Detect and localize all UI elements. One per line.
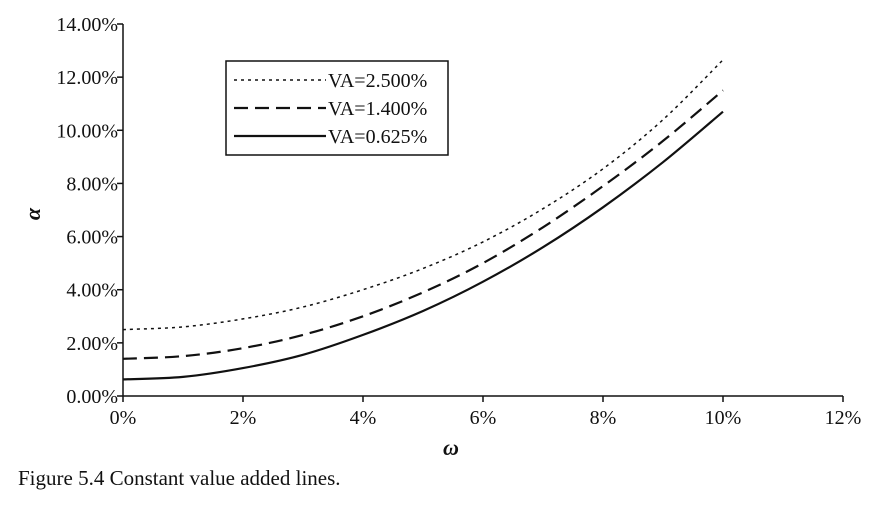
x-tick-label: 0% bbox=[110, 407, 137, 429]
chart: 0.00% 2.00% 4.00% 6.00% 8.00% 10.00% 12.00% 14.… bbox=[20, 14, 862, 460]
x-axis-title: ω bbox=[443, 435, 459, 460]
series-line-2 bbox=[122, 89, 724, 360]
series-line-1 bbox=[122, 59, 724, 331]
figure-caption: Figure 5.4 Constant value added lines. bbox=[18, 466, 341, 490]
x-tick-label: 8% bbox=[590, 407, 617, 429]
y-tick-label: 6.00% bbox=[66, 227, 118, 249]
x-tick-label: 2% bbox=[230, 407, 257, 429]
legend-label-1: VA=2.500% bbox=[328, 70, 427, 92]
y-axis-title: α bbox=[20, 207, 45, 220]
y-tick-label: 2.00% bbox=[66, 333, 118, 355]
x-tick-label: 4% bbox=[350, 407, 377, 429]
chart-svg: 0.00% 2.00% 4.00% 6.00% 8.00% 10.00% 12.00% 14.… bbox=[20, 14, 862, 460]
legend-label-2: VA=1.400% bbox=[328, 98, 427, 120]
y-tick-label: 0.00% bbox=[66, 386, 118, 408]
series-line-3 bbox=[122, 110, 724, 381]
x-tick-label: 6% bbox=[470, 407, 497, 429]
y-tick-label: 10.00% bbox=[56, 120, 118, 142]
y-tick-label: 8.00% bbox=[66, 173, 118, 195]
y-tick-label: 4.00% bbox=[66, 280, 118, 302]
legend-label-3: VA=0.625% bbox=[328, 126, 427, 148]
x-tick-label: 10% bbox=[705, 407, 742, 429]
y-tick-label: 14.00% bbox=[56, 14, 118, 36]
y-tick-label: 12.00% bbox=[56, 67, 118, 89]
x-tick-label: 12% bbox=[825, 407, 862, 429]
